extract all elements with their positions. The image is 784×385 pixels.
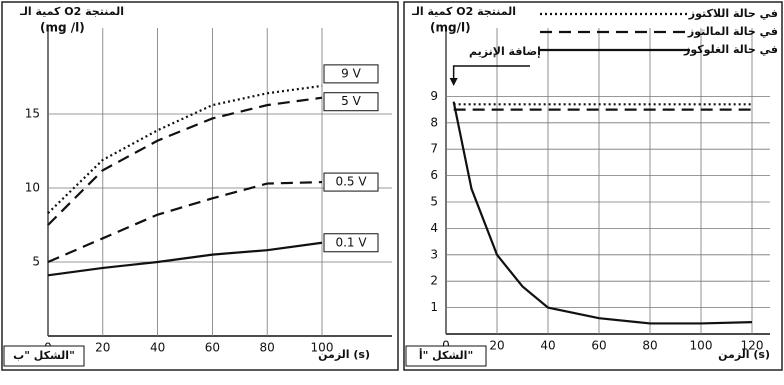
legend-label: في حالة المالتوز [687,25,778,38]
x-axis-label: الزمن (s) [718,348,770,361]
x-tick-label: 40 [150,341,165,355]
x-tick-label: 20 [95,341,110,355]
panel-frame [403,1,783,371]
x-tick-label: 120 [741,339,764,353]
legend-box [323,172,379,192]
legend-label: في حالة اللاكتوز [688,7,778,20]
x-tick-label: 60 [205,341,220,355]
legend-box [323,92,379,112]
figure-label: الشكل "أ" [419,348,473,362]
legend-label: 5 V [341,94,361,108]
series-line [47,96,323,226]
y-tick-label: 6 [430,168,438,182]
y-tick-label: 8 [430,115,438,129]
series-line [47,180,323,264]
x-tick-label: 60 [591,339,606,353]
annotation-arrow [452,65,530,82]
legend-label: 0.1 V [335,235,367,249]
y-tick-label: 10 [25,181,40,195]
legend-label: 0.5 V [335,175,367,189]
x-tick-label: 20 [489,339,504,353]
y-tick-label: 7 [430,142,438,156]
figure-label-box [3,345,85,367]
y-tick-label: 15 [25,107,40,121]
x-tick-label: 40 [540,339,555,353]
y-unit: (mg/l) [430,21,471,35]
x-tick-label: 80 [260,341,275,355]
x-axis-label: الزمن (s) [318,348,370,361]
y-tick-label: 9 [430,89,438,103]
y-tick-label: 1 [430,300,438,314]
y-tick-label: 5 [32,255,40,269]
x-tick-label: 80 [642,339,657,353]
annotation-arrowhead [449,78,458,86]
y-tick-label: 4 [430,221,438,235]
y-tick-label: 2 [430,274,438,288]
y-tick-label: 3 [430,247,438,261]
series-line [47,84,323,214]
legend-box [323,64,379,84]
y-unit: (mg /l) [40,21,85,35]
annotation: إضافة الإنزيم [469,45,541,58]
y-tick-label: 5 [430,195,438,209]
chart-title: كمية الـ O2 المنتجة [19,5,124,18]
x-tick-label: 100 [311,341,334,355]
figure-label-box [405,345,487,367]
series-line [452,101,753,325]
series-line [47,241,323,277]
legend-label: 9 V [341,66,361,80]
x-tick-label: 100 [690,339,713,353]
chart-title: كمية الـ O2 المنتجة [411,5,516,18]
legend-label: في حالة الغلوكوز [683,43,778,56]
legend-box [323,233,379,253]
figure-label: الشكل "ب" [13,349,75,362]
panel-frame [1,1,399,371]
